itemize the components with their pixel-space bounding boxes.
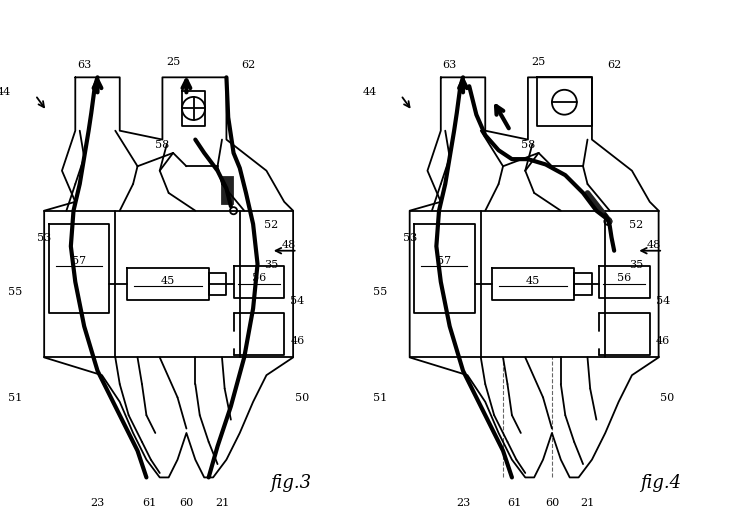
Text: 53: 53: [37, 233, 51, 243]
Text: 57: 57: [72, 255, 86, 265]
Text: 55: 55: [8, 286, 22, 296]
Text: 25: 25: [166, 57, 180, 67]
Text: 55: 55: [374, 286, 388, 296]
Text: 62: 62: [242, 60, 256, 70]
Text: 25: 25: [532, 57, 546, 67]
Text: 54: 54: [656, 295, 670, 305]
Text: 54: 54: [290, 295, 304, 305]
Text: 21: 21: [580, 497, 595, 507]
Text: 21: 21: [214, 497, 229, 507]
Text: 23: 23: [91, 497, 105, 507]
Text: 44: 44: [362, 87, 376, 97]
Text: 45: 45: [160, 275, 175, 285]
Text: 50: 50: [295, 392, 309, 403]
Text: 61: 61: [142, 497, 156, 507]
Text: 60: 60: [179, 497, 194, 507]
Text: 44: 44: [0, 87, 11, 97]
Text: 60: 60: [544, 497, 559, 507]
Text: fig.3: fig.3: [270, 473, 311, 491]
Text: 58: 58: [520, 140, 535, 150]
Text: 56: 56: [252, 273, 266, 283]
Text: 51: 51: [8, 392, 22, 403]
Text: 23: 23: [456, 497, 470, 507]
Text: 56: 56: [617, 273, 632, 283]
Text: 52: 52: [629, 219, 644, 230]
Text: 63: 63: [77, 60, 92, 70]
Text: 48: 48: [647, 240, 662, 250]
Text: 53: 53: [403, 233, 417, 243]
Text: 51: 51: [374, 392, 388, 403]
Text: 46: 46: [656, 335, 670, 345]
Text: 58: 58: [155, 140, 170, 150]
Text: 57: 57: [437, 255, 452, 265]
Text: 63: 63: [442, 60, 457, 70]
Text: 52: 52: [264, 219, 278, 230]
Text: 35: 35: [629, 260, 644, 270]
Text: fig.4: fig.4: [640, 473, 682, 491]
Text: 45: 45: [526, 275, 541, 285]
Text: 35: 35: [264, 260, 278, 270]
Text: 46: 46: [290, 335, 304, 345]
Bar: [222, 178, 232, 204]
Text: 50: 50: [661, 392, 675, 403]
Text: 48: 48: [281, 240, 296, 250]
Text: 61: 61: [508, 497, 522, 507]
Text: 62: 62: [607, 60, 621, 70]
